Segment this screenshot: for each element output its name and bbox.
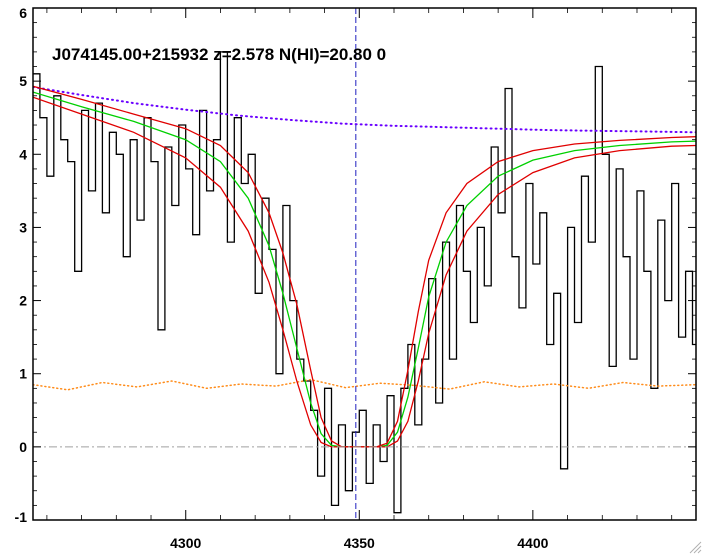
x-tick-label: 4400 [517,535,548,551]
plot-frame [32,7,697,521]
y-tick-label: 1 [19,366,27,382]
y-tick-label: -1 [15,509,28,525]
error-dotted-line [33,378,696,391]
y-tick-label: 3 [19,219,27,235]
model-upper-bound-line [33,85,696,448]
resize-grip-icon[interactable] [689,541,702,554]
model-lower-bound-line [33,96,696,448]
continuum-dotted-line [33,86,696,134]
series-layer [33,51,696,514]
y-tick-label: 6 [19,5,27,21]
chart-title: J074145.00+215932 z=2.578 N(HI)=20.80 0 [52,45,386,64]
y-tick-label: 2 [19,293,27,309]
x-tick-label: 4300 [170,535,201,551]
y-tick-label: 5 [19,73,27,89]
x-tick-label: 4350 [344,535,375,551]
model-fit-line [33,91,696,448]
y-tick-label: 4 [19,146,27,162]
axis-ticks: -1 0 1 2 3 4 5 6 4300 4350 4400 [15,5,696,551]
y-tick-label: 0 [19,439,27,455]
